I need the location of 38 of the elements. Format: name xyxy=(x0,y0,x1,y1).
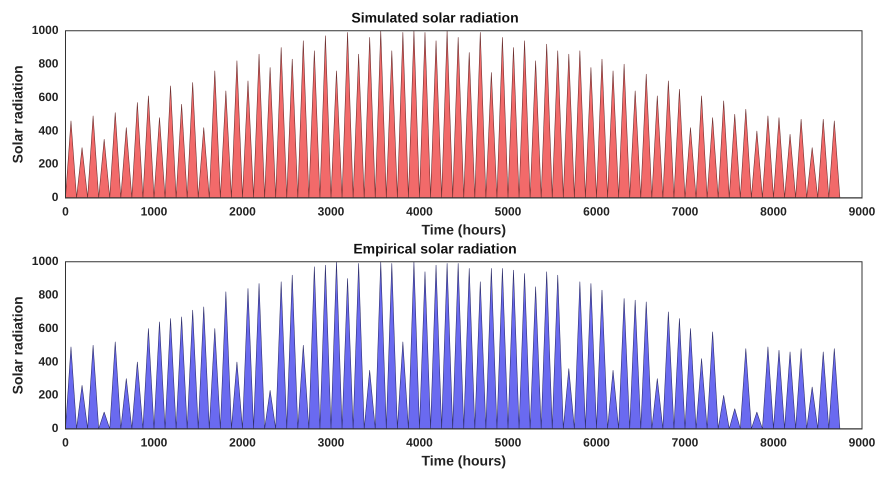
x-tick-label: 1000 xyxy=(140,435,168,450)
y-tick-label: 0 xyxy=(52,421,59,436)
x-tick-label: 3000 xyxy=(318,435,345,450)
x-tick-label: 5000 xyxy=(494,435,522,450)
y-tick-label: 800 xyxy=(38,288,59,302)
x-tick-label: 2000 xyxy=(229,204,256,218)
y-tick-label: 800 xyxy=(38,56,59,71)
x-tick-label: 5000 xyxy=(494,204,522,218)
x-tick-label: 4000 xyxy=(406,204,434,218)
x-tick-label: 9000 xyxy=(848,435,876,450)
x-tick-label: 6000 xyxy=(583,204,610,218)
y-tick-label: 1000 xyxy=(32,23,59,38)
x-tick-label: 0 xyxy=(62,435,70,450)
y-tick-label: 400 xyxy=(38,354,59,368)
x-tick-label: 7000 xyxy=(672,204,699,218)
y-axis-title: Solar radiation xyxy=(9,65,26,164)
y-tick-label: 1000 xyxy=(32,254,59,268)
y-axis-title: Solar radiation xyxy=(9,296,26,394)
y-tick-label: 600 xyxy=(38,90,59,104)
chart-title: Simulated solar radiation xyxy=(351,9,519,26)
x-tick-label: 8000 xyxy=(760,204,788,218)
x-tick-label: 3000 xyxy=(318,204,345,218)
x-axis-title: Time (hours) xyxy=(421,452,506,468)
y-tick-label: 200 xyxy=(38,388,59,402)
x-tick-label: 9000 xyxy=(848,204,876,218)
y-tick-label: 200 xyxy=(38,156,59,171)
y-tick-label: 400 xyxy=(38,123,59,138)
y-tick-label: 0 xyxy=(52,190,59,204)
x-axis-title: Time (hours) xyxy=(421,221,506,238)
x-tick-label: 8000 xyxy=(760,435,788,450)
x-tick-label: 7000 xyxy=(672,435,699,450)
y-tick-label: 600 xyxy=(38,320,59,335)
x-tick-label: 0 xyxy=(62,204,70,218)
x-tick-label: 6000 xyxy=(583,435,610,450)
chart-title: Empirical solar radiation xyxy=(353,240,517,256)
x-tick-label: 4000 xyxy=(406,435,434,450)
x-tick-label: 2000 xyxy=(229,435,256,450)
x-tick-label: 1000 xyxy=(140,204,168,218)
